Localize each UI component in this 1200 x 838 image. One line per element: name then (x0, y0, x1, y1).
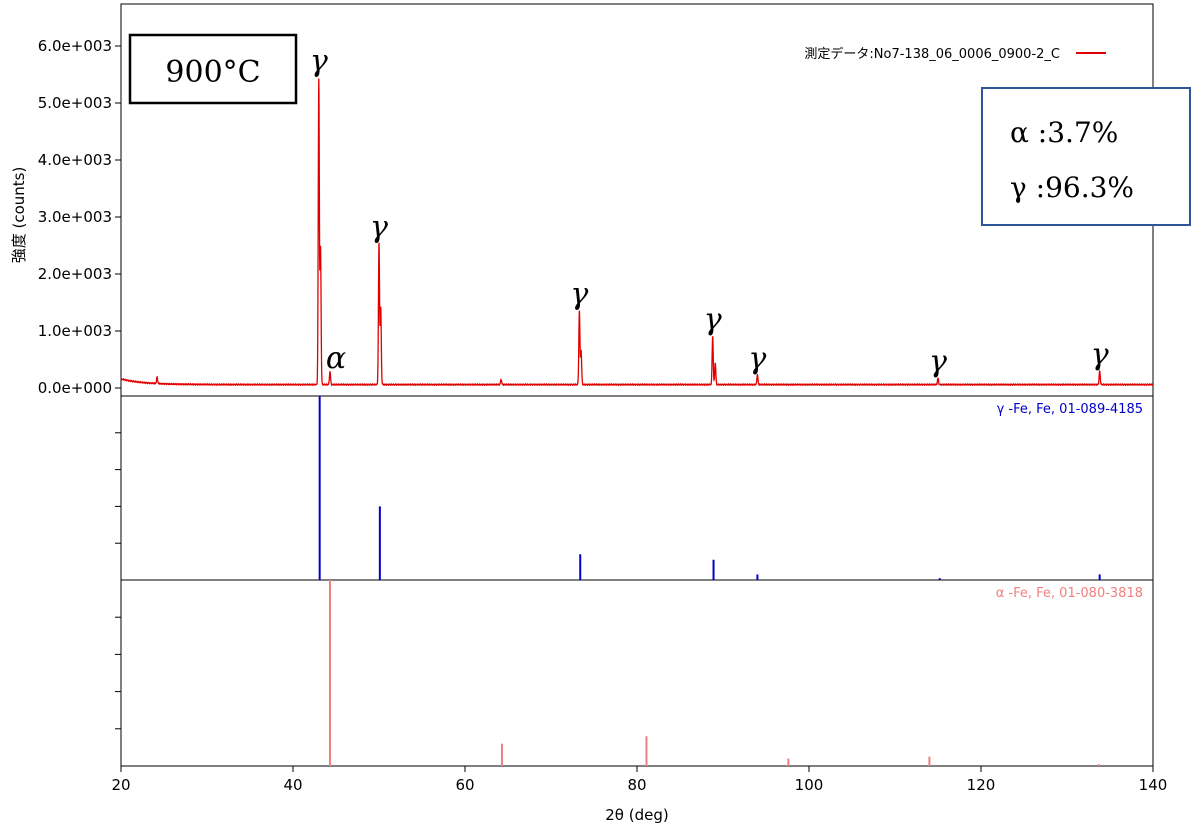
peak-label: γ (748, 341, 766, 376)
x-tick-label: 60 (455, 776, 474, 794)
reference-pattern-label: α -Fe, Fe, 01-080-3818 (996, 586, 1143, 601)
reference-pattern-label: γ -Fe, Fe, 01-089-4185 (997, 402, 1143, 417)
peak-label: γ (1091, 337, 1109, 372)
y-tick-label: 0.0e+000 (38, 379, 112, 397)
x-axis-title: 2θ (deg) (605, 806, 668, 824)
x-tick-label: 140 (1139, 776, 1168, 794)
y-tick-label: 1.0e+003 (38, 322, 112, 340)
reference-pattern-panels: γ -Fe, Fe, 01-089-4185 α -Fe, Fe, 01-080-… (120, 395, 1154, 767)
phase-fraction-box: α :3.7% γ :96.3% (981, 87, 1191, 226)
y-tick-label: 2.0e+003 (38, 265, 112, 283)
temperature-box: 900°C (128, 33, 298, 105)
x-tick-label: 100 (795, 776, 824, 794)
legend-label: 測定データ:No7-138_06_0006_0900-2_C (804, 46, 1060, 62)
y-tick-label: 4.0e+003 (38, 151, 112, 169)
y-tick-label: 6.0e+003 (38, 37, 112, 55)
peak-label: α (326, 341, 346, 376)
peak-label: γ (370, 210, 388, 245)
y-axis-title: 強度 (counts) (10, 167, 28, 264)
peak-label: γ (929, 345, 947, 380)
measured-data-line (120, 78, 1154, 387)
y-tick-label: 3.0e+003 (38, 208, 112, 226)
y-axis: 0.0e+000 1.0e+003 2.0e+003 3.0e+003 4.0e+003… (38, 37, 121, 730)
temperature-box-frame (128, 33, 298, 105)
peak-label: γ (310, 44, 328, 79)
peak-label: γ (704, 303, 722, 338)
x-tick-label: 40 (283, 776, 302, 794)
x-tick-label: 120 (967, 776, 996, 794)
phase-fraction-frame (981, 87, 1191, 226)
peak-label: γ (570, 277, 588, 312)
x-tick-label: 80 (627, 776, 646, 794)
x-tick-label: 20 (111, 776, 130, 794)
temperature-label: 900°C (165, 55, 260, 90)
phase-alpha-label: α :3.7% (1010, 116, 1118, 149)
x-axis: 20 40 60 80 100 120 140 (111, 766, 1167, 794)
y-tick-label: 5.0e+003 (38, 94, 112, 112)
phase-gamma-label: γ :96.3% (1010, 171, 1134, 204)
